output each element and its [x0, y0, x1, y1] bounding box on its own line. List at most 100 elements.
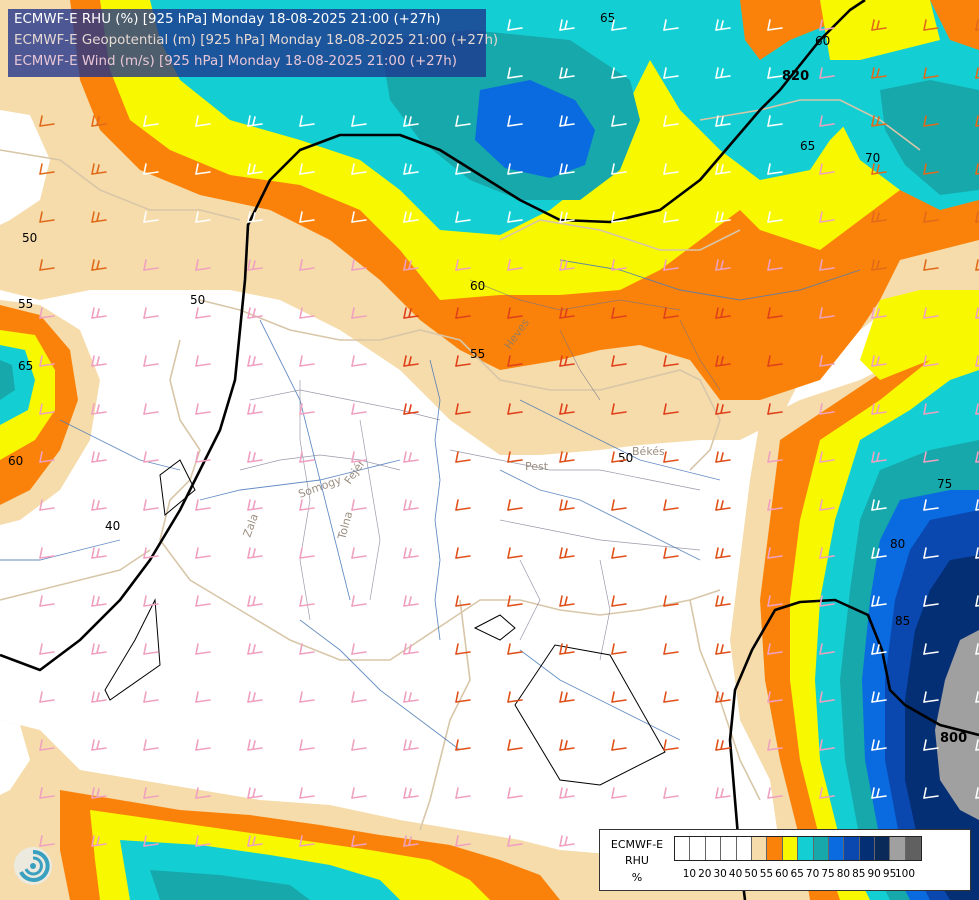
wind-barb — [143, 595, 159, 607]
wind-barb — [403, 595, 419, 607]
wind-barb — [195, 691, 211, 703]
wind-barb — [507, 499, 523, 511]
svg-text:Pest: Pest — [525, 460, 549, 473]
wind-barb — [715, 595, 731, 607]
wind-barb — [559, 739, 575, 751]
wind-barb — [299, 115, 315, 127]
wind-barb — [663, 499, 679, 511]
wind-barbs — [39, 19, 979, 847]
svg-text:55: 55 — [18, 297, 33, 311]
wind-barb — [819, 355, 835, 367]
wind-barb — [247, 547, 263, 559]
wind-barb — [195, 787, 211, 799]
wind-barb — [559, 403, 575, 415]
legend-swatch — [828, 837, 845, 860]
wind-barb — [559, 355, 575, 367]
wind-barb — [767, 403, 783, 415]
wind-barb — [91, 211, 107, 223]
wind-barb — [195, 451, 211, 463]
wind-barb — [247, 835, 263, 847]
title-geopotential: ECMWF-E Geopotential (m) [925 hPa] Monda… — [14, 33, 499, 48]
wind-barb — [559, 547, 575, 559]
svg-text:70: 70 — [865, 151, 880, 165]
legend-tick-label: 90 — [867, 868, 881, 880]
wind-barb — [559, 595, 575, 607]
country-borders — [0, 99, 921, 831]
wind-barb — [195, 739, 211, 751]
wind-barb — [871, 643, 887, 655]
wind-barb — [247, 403, 263, 415]
wind-barb — [663, 259, 679, 271]
wind-barb — [351, 835, 367, 847]
wind-barb — [143, 691, 159, 703]
legend-tick-label: 30 — [713, 868, 727, 880]
legend-tick-label: 40 — [728, 868, 743, 880]
wind-barb — [923, 643, 939, 655]
wind-barb — [247, 643, 263, 655]
wind-barb — [923, 595, 939, 607]
wind-barb — [975, 451, 979, 463]
wind-barb — [819, 739, 835, 751]
title-wind: ECMWF-E Wind (m/s) [925 hPa] Monday 18-0… — [14, 54, 457, 69]
wind-barb — [663, 355, 679, 367]
wind-barb — [247, 259, 263, 271]
wind-barb — [715, 259, 731, 271]
wind-barb — [299, 451, 315, 463]
wind-barb — [559, 787, 575, 799]
svg-text:60: 60 — [8, 454, 23, 468]
legend-swatch — [721, 837, 737, 860]
wind-barb — [143, 115, 159, 127]
wind-barb — [195, 211, 211, 223]
legend-tick-label: 10 — [682, 868, 697, 880]
wind-barb — [819, 115, 835, 127]
wind-barb — [455, 691, 471, 703]
wind-barb — [611, 403, 627, 415]
wind-barb — [715, 403, 731, 415]
wind-barb — [507, 67, 523, 79]
wind-barb — [767, 211, 783, 223]
wind-barb — [923, 163, 939, 175]
wind-barb — [91, 835, 107, 847]
wind-barb — [507, 211, 523, 223]
wind-barb — [247, 595, 263, 607]
wind-barb — [819, 787, 835, 799]
wind-barb — [611, 595, 627, 607]
wind-barb — [559, 211, 575, 223]
wind-barb — [923, 547, 939, 559]
legend-swatch — [675, 837, 691, 860]
geopotential-label-820: 820 — [782, 69, 809, 84]
wind-barb — [559, 835, 575, 847]
wind-barb — [91, 787, 107, 799]
wind-barb — [351, 787, 367, 799]
wind-barb — [819, 595, 835, 607]
wind-barb — [767, 163, 783, 175]
wind-barb — [663, 643, 679, 655]
wind-barb — [91, 739, 107, 751]
wind-barb — [715, 739, 731, 751]
svg-text:50: 50 — [618, 451, 633, 465]
legend-swatch — [690, 837, 706, 860]
wind-barb — [767, 115, 783, 127]
legend-tick-label: 65 — [790, 868, 804, 880]
wind-barb — [975, 19, 979, 31]
wind-barb — [455, 403, 471, 415]
wind-barb — [455, 163, 471, 175]
wind-barb — [767, 19, 783, 31]
wind-barb — [455, 259, 471, 271]
wind-barb — [975, 643, 979, 655]
wind-barb — [299, 307, 315, 319]
wind-barb — [975, 499, 979, 511]
wind-barb — [507, 355, 523, 367]
wind-barb — [663, 211, 679, 223]
wind-barb — [403, 211, 419, 223]
legend-tick-label: 20 — [698, 868, 712, 880]
svg-text:65: 65 — [800, 139, 815, 153]
wind-barb — [195, 163, 211, 175]
wind-barb — [403, 355, 419, 367]
wind-barb — [923, 67, 939, 79]
wind-barb — [923, 307, 939, 319]
wind-barb — [91, 691, 107, 703]
wind-barb — [559, 115, 575, 127]
wind-barb — [299, 403, 315, 415]
